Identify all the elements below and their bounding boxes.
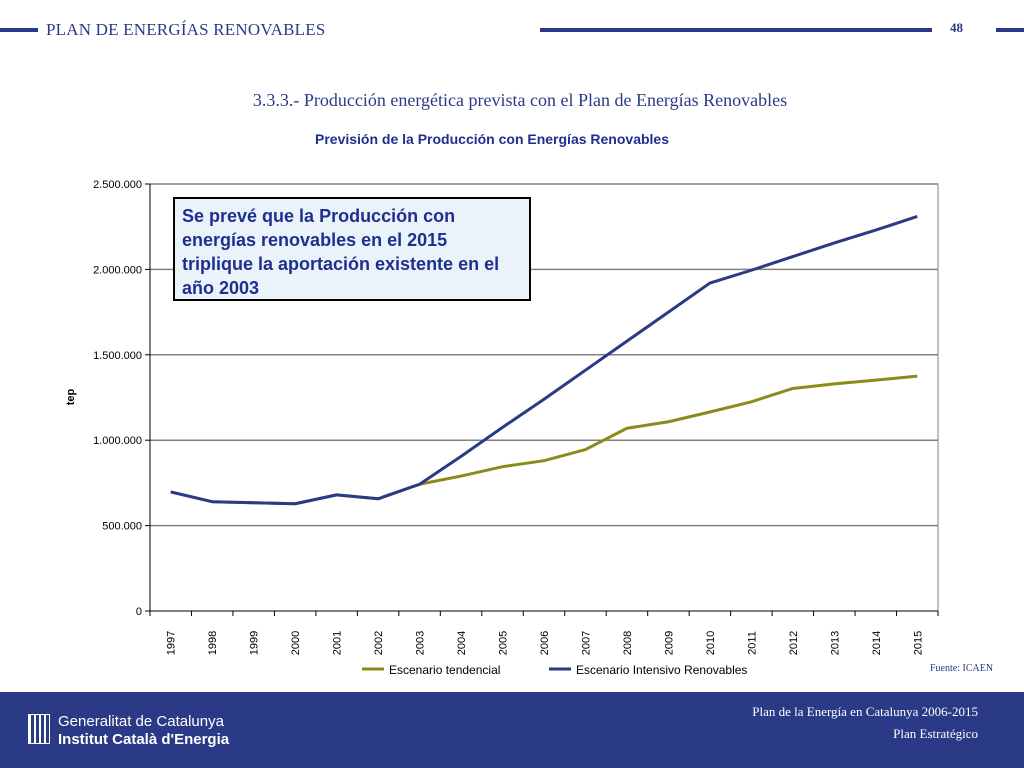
x-tick-label: 2000 <box>290 631 302 655</box>
x-tick-label: 2003 <box>415 631 427 655</box>
y-tick-label: 1.500.000 <box>93 350 142 362</box>
x-tick-label: 2013 <box>829 631 841 655</box>
header-rule-right <box>540 28 932 32</box>
section-title: 3.3.3.- Producción energética prevista c… <box>252 90 788 110</box>
x-tick-label: 2012 <box>788 631 800 655</box>
header-title: PLAN DE ENERGÍAS RENOVABLES <box>46 20 326 39</box>
x-tick-label: 1997 <box>166 631 178 655</box>
annotation-box: Se prevé que la Producción con energías … <box>173 197 531 301</box>
x-tick-label: 2005 <box>498 631 510 655</box>
header-rule-left <box>0 28 38 32</box>
y-tick-label: 1.000.000 <box>93 435 142 447</box>
footer-bar: Generalitat de Catalunya Institut Català… <box>0 692 1024 768</box>
x-tick-label: 1998 <box>207 631 219 655</box>
series-line <box>170 215 918 506</box>
x-tick-label: 2011 <box>746 631 758 655</box>
plan-subtitle: Plan Estratégico <box>893 726 978 741</box>
line-chart: 0 500.000 1.000.000 1.500.000 2.000.000 2.500… <box>65 179 939 677</box>
y-tick-label: 0 <box>136 606 142 618</box>
chart-title: Previsión de la Producción con Energías … <box>315 131 669 147</box>
org-name-line2: Institut Català d'Energia <box>58 731 230 748</box>
plan-title: Plan de la Energía en Catalunya 2006-201… <box>752 704 978 719</box>
generalitat-logo-icon <box>28 714 50 744</box>
x-tick-label: 2014 <box>871 631 883 655</box>
x-tick-label: 2008 <box>622 631 634 655</box>
x-tick-label: 2002 <box>373 631 385 655</box>
y-tick-label: 2.500.000 <box>93 179 142 191</box>
x-tick-label: 2010 <box>705 631 717 655</box>
x-tick-label: 2007 <box>580 631 592 655</box>
y-tick-label: 2.000.000 <box>93 264 142 276</box>
x-tick-label: 2004 <box>456 631 468 655</box>
header-rule-far-right <box>996 28 1024 32</box>
x-tick-label: 2006 <box>539 631 551 655</box>
x-tick-label: 1999 <box>249 631 261 655</box>
source-note: Fuente: ICAEN <box>930 663 994 674</box>
x-tick-label: 2015 <box>912 631 924 655</box>
y-tick-label: 500.000 <box>102 521 142 533</box>
org-name-line1: Generalitat de Catalunya <box>58 713 224 730</box>
legend-label: Escenario Intensivo Renovables <box>576 663 747 677</box>
y-axis-label: tep <box>65 388 77 405</box>
legend-label: Escenario tendencial <box>389 663 500 677</box>
x-tick-label: 2001 <box>332 631 344 655</box>
page-number: 48 <box>950 20 963 35</box>
x-tick-label: 2009 <box>663 631 675 655</box>
